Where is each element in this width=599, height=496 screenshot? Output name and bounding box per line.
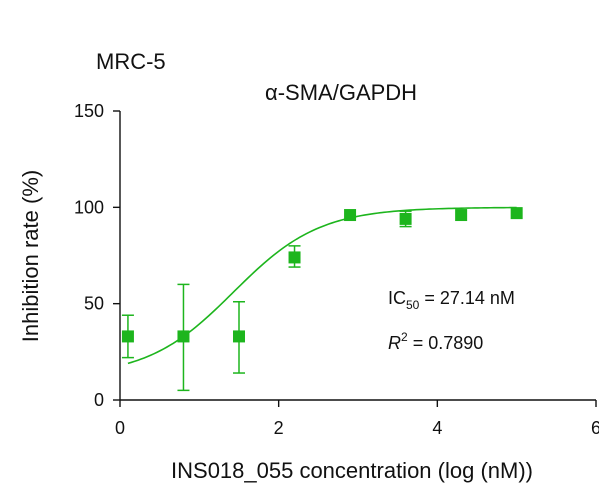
data-point [288, 251, 301, 264]
fit-curve [127, 206, 517, 365]
tick-labels: 0 2 4 6 0 50 100 150 [74, 101, 599, 438]
axes [113, 110, 597, 407]
r2-prefix: R [388, 333, 401, 353]
y-tick-label: 50 [84, 294, 104, 314]
x-tick-label: 0 [115, 418, 125, 438]
data-point [399, 212, 412, 225]
x-tick-label: 4 [432, 418, 442, 438]
x-axis-label: INS018_055 concentration (log (nM)) [171, 458, 533, 483]
y-tick-label: 100 [74, 197, 104, 217]
r2-annotation: R2 = 0.7890 [388, 330, 483, 353]
chart-title: α-SMA/GAPDH [265, 80, 417, 105]
x-tick-label: 2 [274, 418, 284, 438]
y-axis-label: Inhibition rate (%) [18, 170, 43, 342]
data-point [455, 209, 468, 222]
data-point [121, 330, 134, 343]
y-tick-label: 150 [74, 101, 104, 121]
data-point [177, 330, 190, 343]
ic50-value: = 27.14 nM [419, 288, 515, 308]
panel-label: MRC-5 [96, 49, 166, 74]
r2-value: = 0.7890 [408, 333, 484, 353]
fit-curve-layer [127, 206, 517, 365]
ic50-prefix: IC [388, 288, 406, 308]
data-point [344, 209, 357, 222]
y-tick-label: 0 [94, 390, 104, 410]
ic50-subscript: 50 [406, 298, 420, 312]
x-tick-label: 6 [591, 418, 599, 438]
ic50-annotation: IC50 = 27.14 nM [388, 288, 515, 312]
data-point [233, 330, 245, 343]
r2-superscript: 2 [401, 330, 408, 344]
data-points-layer [121, 207, 523, 392]
data-point [510, 207, 523, 220]
